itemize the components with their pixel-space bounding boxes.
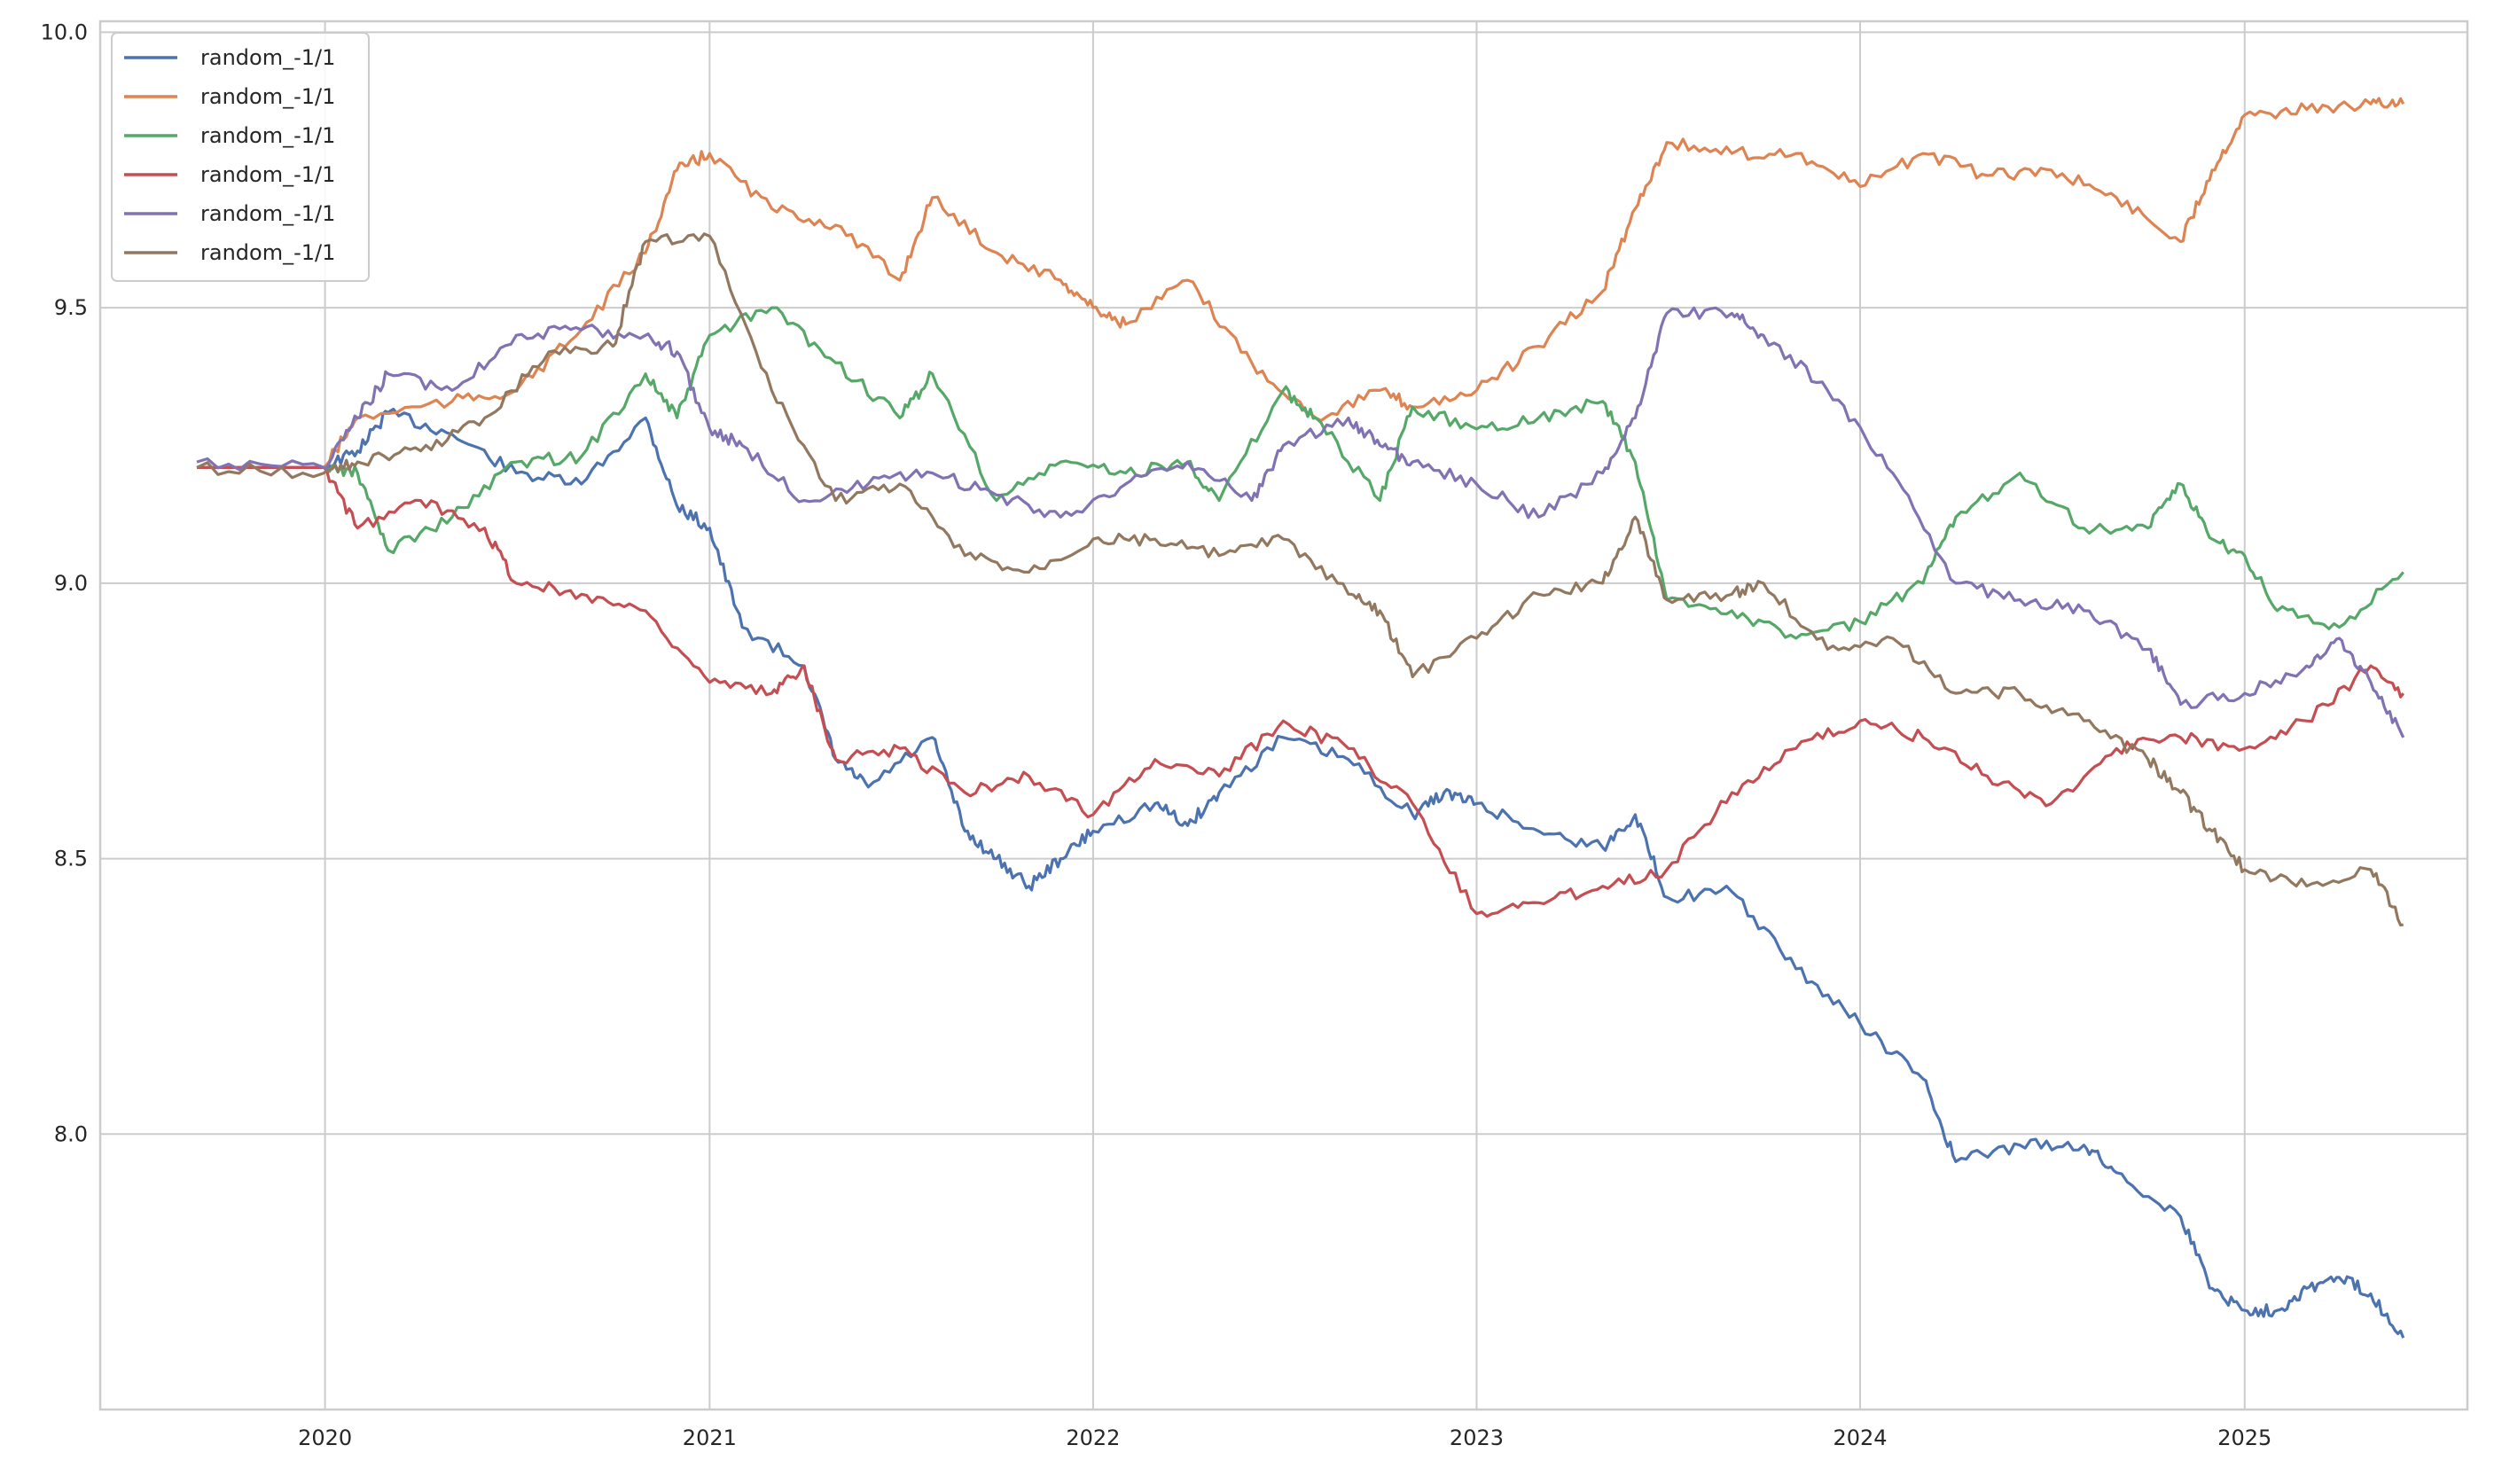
x-tick-label: 2022 [1066, 1425, 1120, 1450]
x-tick-label: 2025 [2217, 1425, 2271, 1450]
legend: random_-1/1 random_-1/1 random_-1/1 rand… [111, 32, 370, 282]
legend-label: random_-1/1 [200, 240, 335, 265]
y-tick-label: 9.5 [54, 295, 88, 320]
series-line [197, 465, 2404, 918]
legend-entry: random_-1/1 [124, 240, 335, 265]
tick-labels: 2020 2021 2022 2023 2024 2025 8.0 8.5 9.… [41, 20, 2272, 1450]
grid [100, 21, 2467, 1410]
series-line [196, 232, 2404, 927]
x-tick-label: 2020 [298, 1425, 352, 1450]
legend-entry: random_-1/1 [124, 84, 335, 109]
y-tick-label: 8.5 [54, 847, 88, 871]
legend-label: random_-1/1 [200, 123, 335, 148]
plot-frame [98, 20, 2469, 1411]
legend-entry: random_-1/1 [124, 45, 335, 70]
series-line [197, 407, 2405, 1339]
legend-label: random_-1/1 [200, 84, 335, 109]
y-tick-label: 8.0 [54, 1121, 88, 1146]
x-tick-label: 2021 [683, 1425, 737, 1450]
y-tick-label: 10.0 [41, 20, 88, 44]
series-line [197, 97, 2405, 469]
legend-label: random_-1/1 [200, 162, 335, 187]
legend-label: random_-1/1 [200, 201, 335, 226]
series-lines [196, 97, 2405, 1339]
legend-entry: random_-1/1 [124, 162, 335, 187]
x-tick-label: 2024 [1833, 1425, 1887, 1450]
legend-box [111, 32, 370, 282]
series-line [197, 306, 2404, 640]
x-tick-label: 2023 [1450, 1425, 1504, 1450]
series-line [196, 306, 2405, 738]
legend-entry: random_-1/1 [124, 123, 335, 148]
legend-label: random_-1/1 [200, 45, 335, 70]
y-tick-label: 9.0 [54, 571, 88, 596]
legend-entry: random_-1/1 [124, 201, 335, 226]
